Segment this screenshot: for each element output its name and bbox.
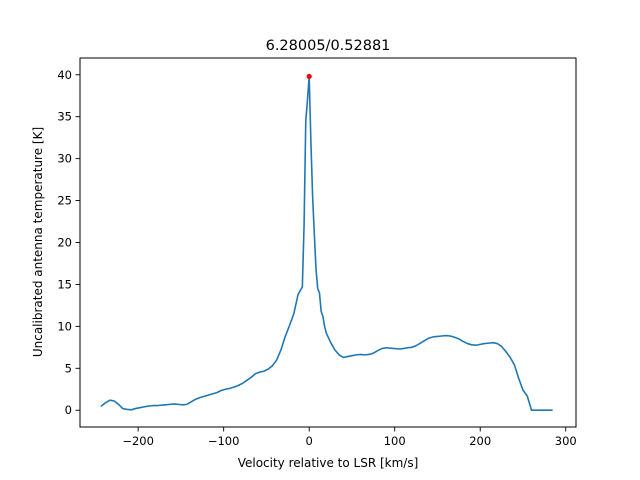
plot-area <box>100 73 553 412</box>
x-tick-label: 100 <box>384 434 406 448</box>
y-tick-label: 30 <box>57 152 72 166</box>
y-axis-label: Uncalibrated antenna temperature [K] <box>31 127 45 357</box>
y-axis: 0 5 10 15 20 25 30 35 40 <box>57 68 80 417</box>
y-tick-label: 40 <box>57 68 72 82</box>
y-tick-label: 35 <box>57 110 72 124</box>
peak-marker <box>306 73 312 80</box>
chart-title: 6.28005/0.52881 <box>266 38 391 54</box>
y-tick-label: 20 <box>57 236 72 250</box>
data-series-line <box>100 75 553 412</box>
y-tick-label: 10 <box>57 319 72 333</box>
y-tick-label: 25 <box>57 194 72 208</box>
y-tick-label: 0 <box>65 403 72 417</box>
x-tick-label: 200 <box>469 434 491 448</box>
x-tick-label: −200 <box>122 434 154 448</box>
y-tick-label: 15 <box>57 277 72 291</box>
x-axis: −200 −100 0 100 200 300 <box>122 427 577 448</box>
y-tick-label: 5 <box>65 361 72 375</box>
x-tick-label: 300 <box>555 434 577 448</box>
x-tick-label: 0 <box>306 434 313 448</box>
x-axis-label: Velocity relative to LSR [km/s] <box>238 456 419 470</box>
x-tick-label: −100 <box>208 434 240 448</box>
